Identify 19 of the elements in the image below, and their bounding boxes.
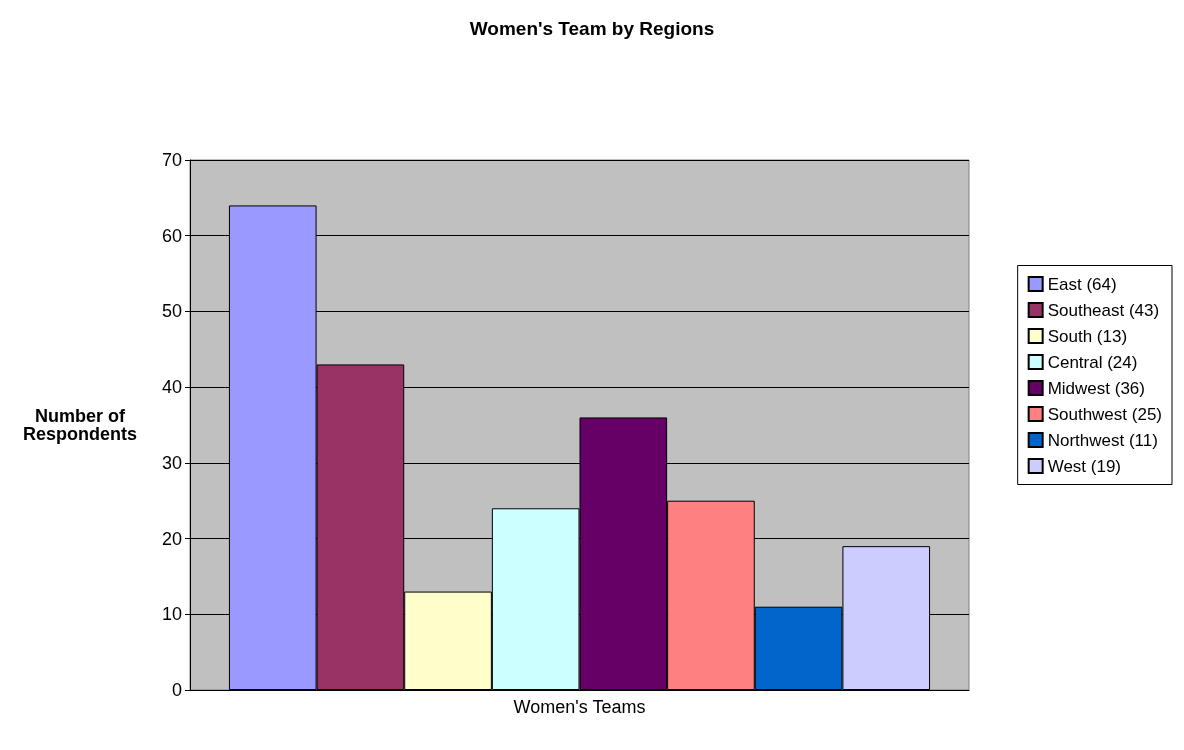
legend-label: Central (24) [1047,352,1138,372]
x-tick-label: Women's Teams [513,697,646,717]
y-tick-label: 60 [161,225,182,246]
y-tick-label: 0 [171,680,182,700]
legend-label: West (19) [1047,456,1122,476]
legend-label: Southwest (25) [1047,404,1163,424]
y-tick-label: 20 [161,528,182,549]
chart-title: Women's Team by Regions [469,18,715,39]
y-tick-label: 40 [161,377,182,398]
y-tick-label: 50 [161,301,182,322]
y-tick-label: 30 [161,452,182,473]
y-tick-label: 70 [161,150,182,170]
y-tick-label: 10 [161,604,182,625]
legend-label: South (13) [1047,326,1128,346]
legend-label: East (64) [1047,274,1117,294]
legend-label: Northwest (11) [1047,430,1158,450]
y-axis-title: Number of Respondents [22,406,138,444]
legend-label: Southeast (43) [1047,300,1160,320]
legend-label: Midwest (36) [1047,378,1145,398]
